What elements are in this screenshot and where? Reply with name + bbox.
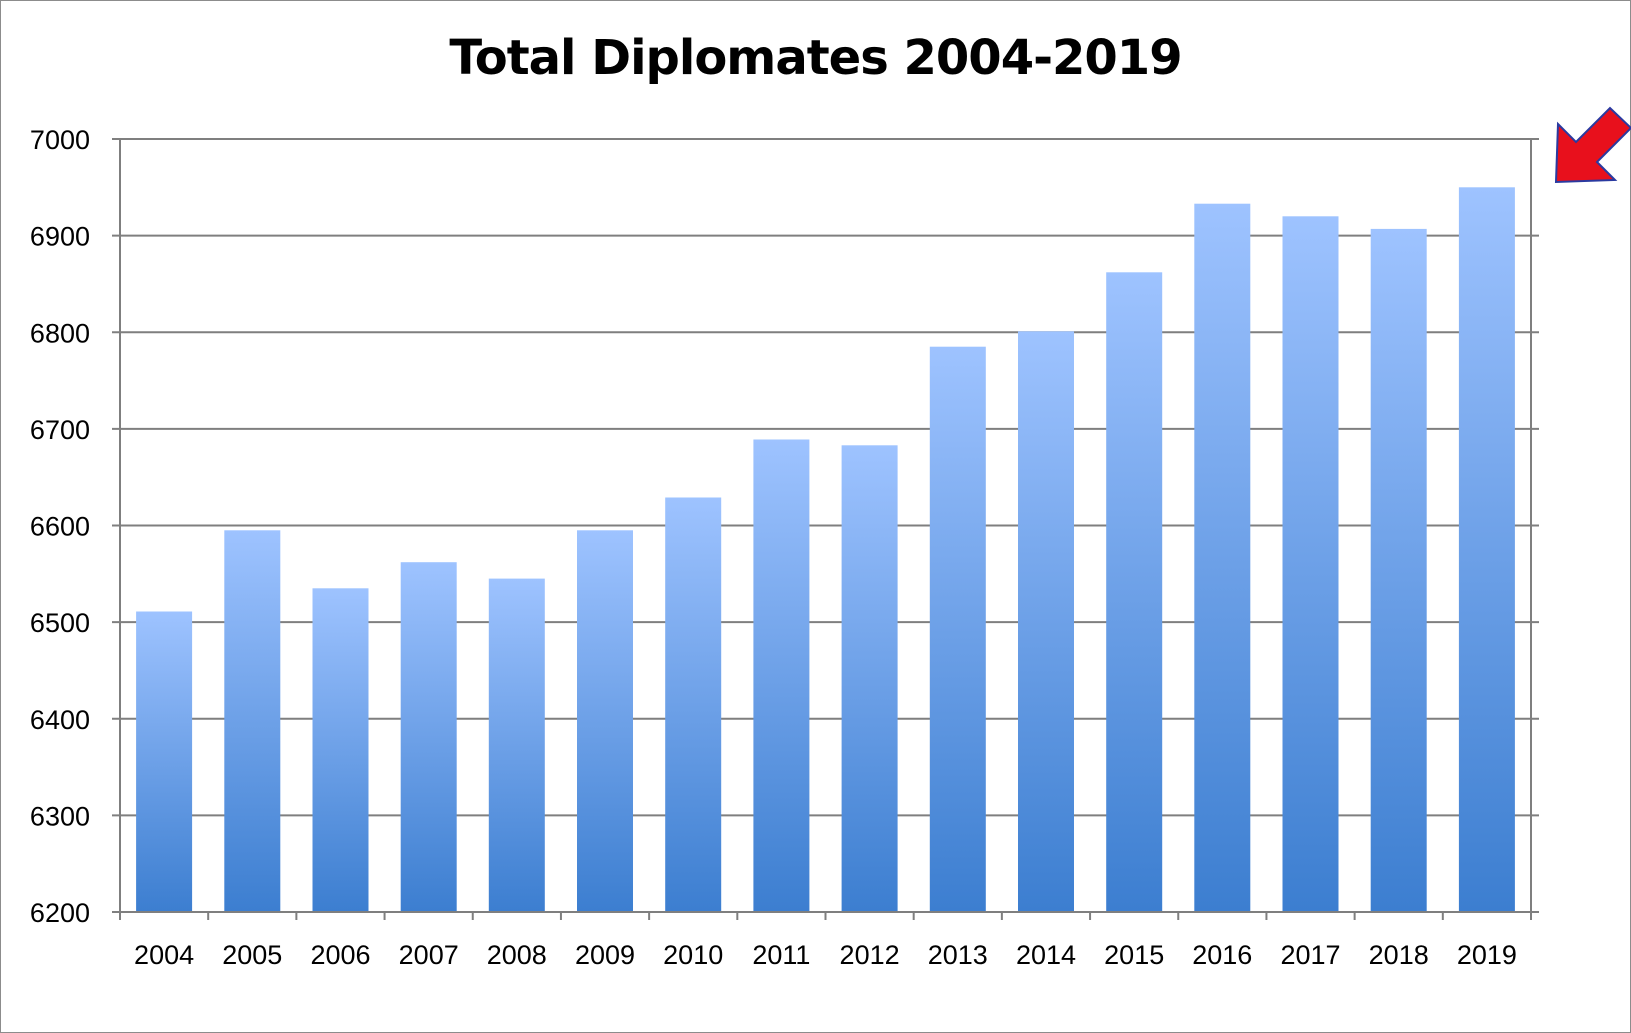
- y-tick-label: 6700: [30, 415, 90, 445]
- x-tick-label: 2004: [134, 940, 194, 970]
- x-tick-label: 2015: [1104, 940, 1164, 970]
- bar-2007: [400, 562, 457, 912]
- red-arrow-shape: [1554, 106, 1631, 184]
- x-tick-label: 2007: [399, 940, 459, 970]
- x-tick-label: 2018: [1369, 940, 1429, 970]
- bar-2015: [1106, 272, 1163, 912]
- bar-2004: [136, 611, 193, 912]
- x-tick-label: 2005: [222, 940, 282, 970]
- bar-2019: [1458, 187, 1515, 913]
- x-tick-label: 2019: [1457, 940, 1517, 970]
- x-tick-label: 2016: [1192, 940, 1252, 970]
- bar-2009: [577, 530, 633, 912]
- y-tick-label: 6500: [30, 608, 90, 638]
- x-tick-label: 2009: [575, 940, 635, 970]
- x-tick-label: 2014: [1016, 940, 1076, 970]
- x-tick-label: 2013: [928, 940, 988, 970]
- chart-title: Total Diplomates 2004-2019: [449, 30, 1182, 86]
- x-tick-label: 2008: [487, 940, 547, 970]
- bar-2014: [1018, 331, 1074, 912]
- bar-2018: [1370, 228, 1427, 912]
- x-tick-label: 2006: [310, 940, 370, 970]
- bar-2006: [312, 588, 369, 912]
- bar-2011: [753, 439, 810, 912]
- bar-2017: [1282, 216, 1339, 913]
- y-tick-label: 6300: [30, 801, 90, 831]
- x-tick-label: 2011: [752, 940, 810, 970]
- bar-2005: [224, 530, 281, 912]
- tick-labels: 6200 6300 6400 6500 6600 6700 6800 6900 7000 2004…: [30, 125, 1517, 970]
- y-tick-label: 7000: [30, 125, 90, 155]
- y-tick-label: 6400: [30, 705, 90, 735]
- x-tick-label: 2012: [840, 940, 900, 970]
- y-tick-label: 6800: [30, 318, 90, 348]
- x-tick-label: 2010: [663, 940, 723, 970]
- y-tick-label: 6900: [30, 222, 90, 252]
- bar-2008: [488, 578, 545, 912]
- red-arrow-icon: [1554, 106, 1631, 184]
- bar-2012: [841, 445, 898, 912]
- axes: [112, 138, 1539, 920]
- y-tick-label: 6600: [30, 512, 90, 542]
- x-tick-label: 2017: [1280, 940, 1340, 970]
- bar-2016: [1194, 203, 1251, 912]
- bars: [136, 187, 1515, 913]
- bar-2010: [665, 497, 722, 912]
- bar-2013: [929, 346, 986, 912]
- y-tick-label: 6200: [30, 898, 90, 928]
